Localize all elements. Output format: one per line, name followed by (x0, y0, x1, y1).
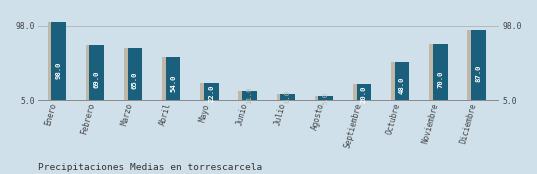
Bar (47, 22, 63, 100)
Bar (124, 48, 140, 100)
Text: 87.0: 87.0 (475, 65, 481, 82)
Text: 22.0: 22.0 (208, 85, 214, 102)
Text: 20.0: 20.0 (361, 85, 367, 103)
Bar (391, 62, 407, 100)
Bar (162, 57, 178, 100)
Bar (318, 96, 333, 100)
Text: Precipitaciones Medias en torrescarcela: Precipitaciones Medias en torrescarcela (38, 163, 262, 172)
Bar (166, 57, 180, 100)
Bar (315, 96, 331, 100)
Bar (200, 82, 216, 100)
Bar (357, 84, 371, 100)
Text: 54.0: 54.0 (170, 75, 176, 92)
Bar (280, 94, 295, 100)
Bar (395, 62, 409, 100)
Bar (238, 91, 255, 100)
Text: 5.0: 5.0 (323, 92, 329, 105)
Bar (467, 30, 483, 100)
Bar (204, 82, 219, 100)
Bar (128, 48, 142, 100)
Text: 8.0: 8.0 (285, 90, 291, 104)
Text: 11.0: 11.0 (246, 87, 252, 104)
Bar (433, 44, 447, 100)
Bar (242, 91, 257, 100)
Bar (86, 45, 101, 100)
Bar (52, 22, 66, 100)
Bar (429, 44, 445, 100)
Text: 65.0: 65.0 (132, 72, 138, 89)
Text: 98.0: 98.0 (56, 62, 62, 79)
Text: 48.0: 48.0 (399, 77, 405, 94)
Bar (471, 30, 485, 100)
Bar (353, 84, 369, 100)
Text: 69.0: 69.0 (94, 70, 100, 88)
Bar (90, 45, 104, 100)
Bar (277, 94, 293, 100)
Text: 70.0: 70.0 (437, 70, 443, 88)
